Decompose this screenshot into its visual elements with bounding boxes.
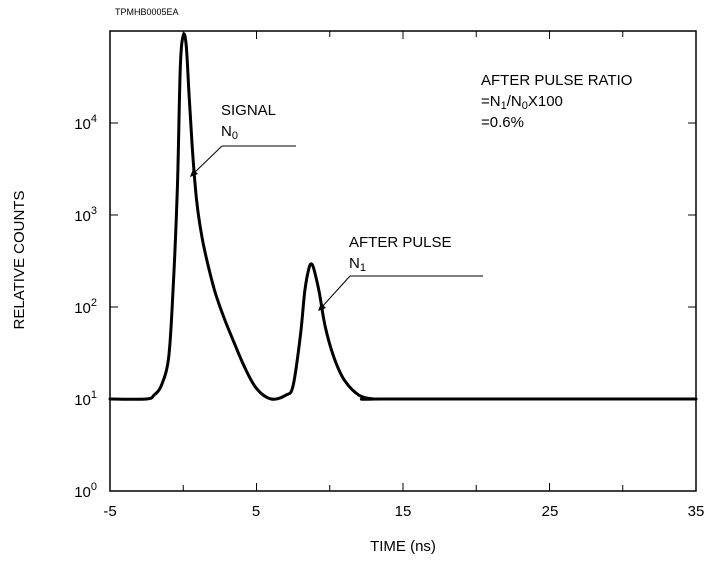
signal-n0-label: N0 [221, 123, 238, 142]
signal-annotation: SIGNAL N0 [190, 102, 296, 177]
x-tick-labels: -5 5 15 25 35 [103, 503, 704, 520]
ratio-title: AFTER PULSE RATIO [481, 72, 632, 89]
y-tick-label-3: 103 [74, 205, 97, 225]
signal-arrowhead [190, 169, 198, 177]
x-axis-title: TIME (ns) [370, 538, 436, 555]
after-pulse-leader-diagonal [320, 275, 351, 309]
ratio-value: =0.6% [481, 114, 524, 131]
after-pulse-arrowhead [318, 303, 326, 311]
x-tick-label-4: 35 [688, 503, 705, 520]
x-tick-label-2: 15 [395, 503, 412, 520]
y-tick-label-2: 102 [74, 297, 97, 317]
x-tick-label-1: 5 [252, 503, 260, 520]
x-tick-label-0: -5 [103, 503, 116, 520]
ratio-formula: =N1/N0X100 [481, 93, 563, 112]
plot-frame [109, 30, 697, 492]
x-tick-label-3: 25 [542, 503, 559, 520]
y-tick-label-4: 104 [74, 113, 97, 133]
y-tick-label-0: 100 [74, 481, 97, 501]
after-pulse-annotation: AFTER PULSE N1 [318, 234, 483, 311]
after-pulse-n1-label: N1 [349, 255, 366, 274]
y-tick-labels: 100 101 102 103 104 [74, 113, 97, 501]
y-tick-label-1: 101 [74, 389, 97, 409]
signal-curve [108, 32, 698, 401]
ratio-annotation: AFTER PULSE RATIO =N1/N0X100 =0.6% [481, 72, 632, 131]
after-pulse-label: AFTER PULSE [349, 234, 452, 251]
signal-label: SIGNAL [221, 102, 276, 119]
y-axis-title: RELATIVE COUNTS [11, 191, 28, 330]
figure-code: TPMHB0005EA [115, 7, 179, 17]
x-tick-marks [109, 31, 697, 491]
y-tick-marks [110, 122, 696, 492]
signal-leader-diagonal [192, 145, 223, 175]
